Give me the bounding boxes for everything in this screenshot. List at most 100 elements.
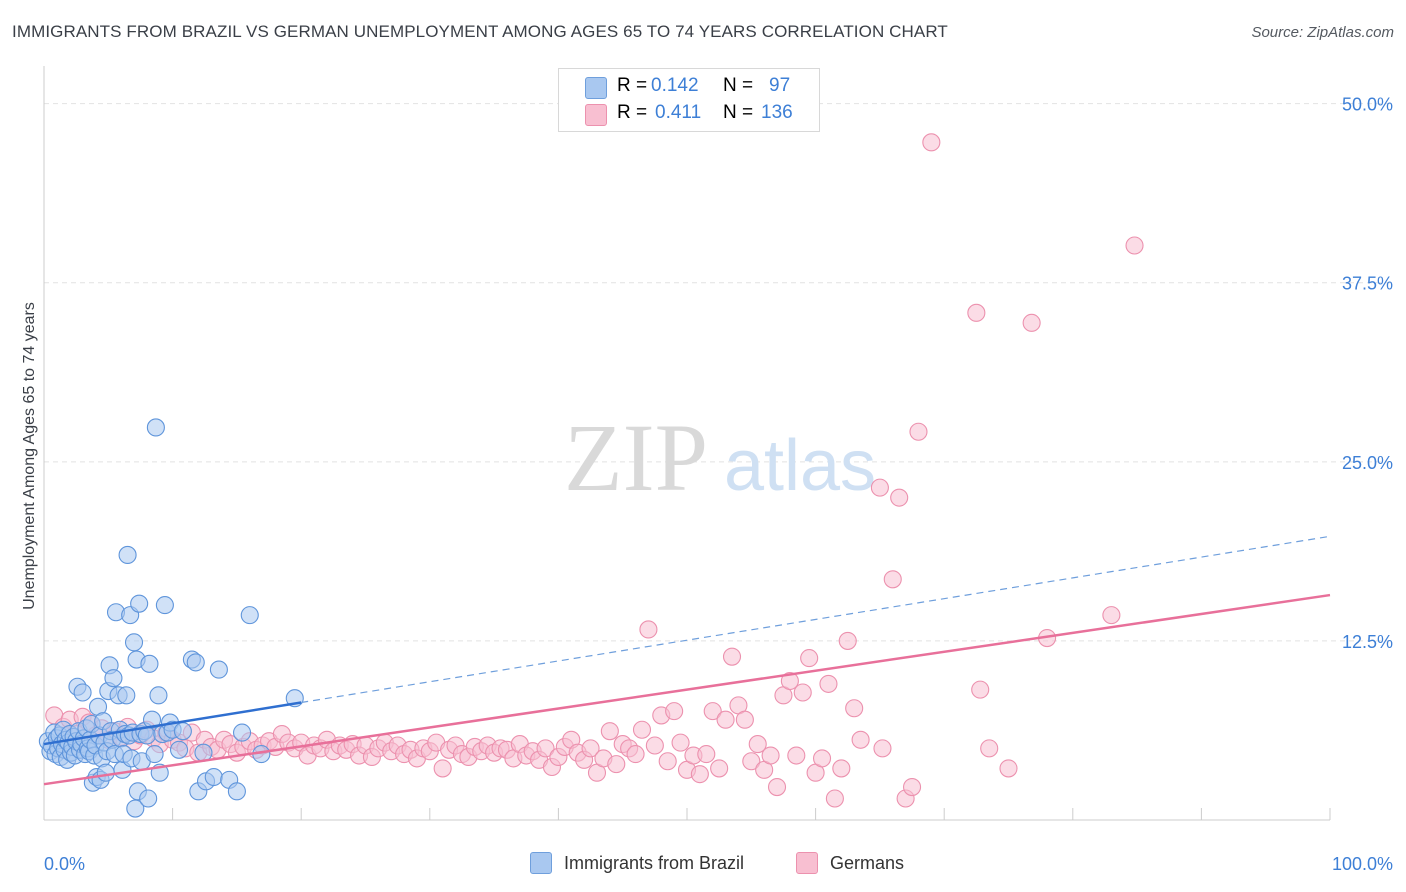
- tick-labels: 12.5% 25.0% 37.5% 50.0% 0.0% 100.0%: [44, 95, 1393, 874]
- germans-point: [845, 699, 864, 718]
- germans-point: [735, 710, 754, 729]
- legend-n-value-brazil: 97: [769, 75, 791, 96]
- germans-point: [890, 488, 909, 507]
- germans-point: [639, 620, 658, 639]
- germans-point: [819, 674, 838, 693]
- germans-point: [722, 647, 742, 666]
- germans-point: [812, 749, 832, 768]
- brazil-point: [232, 723, 252, 742]
- germans-trend-line: [43, 593, 1331, 786]
- germans-point: [581, 739, 600, 758]
- watermark: ZIP atlas: [564, 404, 876, 511]
- germans-point: [873, 739, 892, 758]
- germans-point: [536, 739, 555, 758]
- brazil-point: [146, 418, 165, 437]
- germans-point: [883, 570, 902, 589]
- germans-point: [902, 777, 922, 797]
- watermark-atlas: atlas: [724, 426, 876, 506]
- germans-point: [433, 759, 452, 778]
- germans-point: [690, 765, 709, 784]
- brazil-point: [145, 745, 164, 764]
- brazil-point: [73, 683, 92, 702]
- y-tick-label: 12.5%: [1342, 632, 1393, 652]
- brazil-point: [209, 660, 228, 679]
- brazil-point: [130, 594, 149, 613]
- brazil-point: [104, 669, 123, 688]
- germans-point: [716, 710, 735, 729]
- germans-point: [971, 680, 990, 699]
- legend-swatch: [530, 852, 552, 874]
- germans-point: [832, 759, 851, 778]
- legend-swatch-brazil: [585, 77, 607, 99]
- brazil-point: [118, 545, 137, 565]
- germans-point: [607, 755, 626, 774]
- germans-point: [645, 736, 664, 755]
- germans-point: [632, 720, 652, 739]
- legend-r-value-brazil: 0.142: [651, 75, 699, 96]
- brazil-point: [96, 763, 115, 782]
- germans-point: [1022, 313, 1041, 332]
- legend-label: Germans: [830, 852, 905, 873]
- legend-swatch: [796, 852, 818, 874]
- germans-point: [800, 649, 819, 668]
- legend-n-label-germans: N =: [723, 102, 754, 123]
- brazil-point: [124, 633, 144, 652]
- brazil-point: [117, 686, 136, 705]
- legend-r-label-brazil: R =: [617, 75, 648, 96]
- germans-point: [665, 702, 684, 721]
- germans-point: [851, 730, 870, 749]
- germans-point: [671, 733, 690, 752]
- germans-point: [1125, 236, 1144, 255]
- brazil-trend-line: [43, 701, 302, 746]
- y-tick-label: 37.5%: [1342, 274, 1393, 294]
- germans-point: [999, 759, 1018, 778]
- trend-lines: [43, 535, 1331, 786]
- correlation-legend: R = 0.142 N = 97 R = 0.411 N = 136: [558, 68, 820, 132]
- germans-point: [748, 735, 767, 754]
- legend-label: Immigrants from Brazil: [564, 852, 745, 873]
- germans-point: [780, 671, 799, 691]
- brazil-point: [149, 686, 168, 705]
- legend-n-value-germans: 136: [761, 102, 793, 123]
- germans-point: [658, 752, 677, 771]
- germans-point: [600, 722, 619, 741]
- axes: [43, 66, 1331, 821]
- germans-point: [909, 422, 928, 441]
- data-points: [38, 133, 1144, 818]
- germans-point: [626, 745, 645, 764]
- germans-point: [870, 478, 889, 497]
- germans-point: [710, 759, 729, 778]
- y-tick-label: 50.0%: [1342, 95, 1393, 115]
- legend-n-label-brazil: N =: [723, 75, 754, 96]
- germans-point: [787, 746, 806, 765]
- germans-point: [742, 752, 761, 771]
- germans-point: [697, 745, 716, 764]
- brazil-point: [155, 596, 174, 615]
- germans-point: [838, 631, 857, 650]
- source-label: Source: ZipAtlas.com: [1251, 24, 1394, 41]
- germans-point: [825, 789, 844, 808]
- x-tick-label: 0.0%: [44, 854, 85, 874]
- germans-point: [761, 746, 780, 765]
- brazil-point: [240, 606, 259, 625]
- y-tick-label: 25.0%: [1342, 453, 1393, 473]
- brazil-point: [169, 740, 189, 759]
- germans-point: [980, 739, 999, 758]
- chart-title: IMMIGRANTS FROM BRAZIL VS GERMAN UNEMPLO…: [12, 22, 948, 41]
- legend-swatch-germans: [585, 104, 607, 126]
- germans-point: [1102, 606, 1121, 625]
- brazil-point: [186, 653, 205, 672]
- legend-item-brazil: Immigrants from Brazil: [530, 852, 744, 874]
- germans-point: [793, 683, 812, 702]
- brazil-point: [173, 722, 192, 741]
- brazil-point: [139, 789, 158, 808]
- germans-point: [767, 777, 787, 797]
- brazil-trend-extension: [301, 535, 1331, 704]
- brazil-point: [227, 782, 246, 801]
- brazil-point: [142, 710, 162, 729]
- germans-point: [703, 702, 722, 721]
- x-tick-label: 100.0%: [1332, 854, 1393, 874]
- watermark-zip: ZIP: [564, 404, 708, 511]
- germans-point: [967, 303, 986, 322]
